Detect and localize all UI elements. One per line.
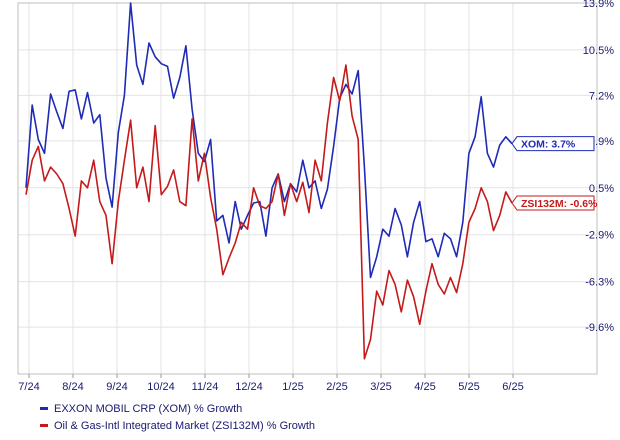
y-tick-label: 3.9% — [589, 136, 614, 148]
x-tick-label: 3/25 — [370, 381, 391, 393]
legend-label-xom: EXXON MOBIL CRP (XOM) % Growth — [54, 402, 243, 415]
y-tick-label: 13.9% — [583, 0, 614, 10]
y-tick-label: -9.6% — [585, 322, 614, 334]
y-axis: 13.9% 10.5% 7.2% 3.9% 0.5% -2.9% -6.3% -9.6% — [583, 0, 614, 334]
x-tick-label: 1/25 — [282, 381, 303, 393]
end-label-text: XOM: 3.7% — [521, 139, 576, 151]
legend-swatch-xom — [40, 407, 48, 410]
legend-item-zsi132m: Oil & Gas-Intl Integrated Market (ZSI132… — [40, 417, 315, 434]
series-group — [25, 2, 513, 360]
x-tick-label: 5/25 — [458, 381, 479, 393]
x-tick-label: 10/24 — [147, 381, 175, 393]
legend: EXXON MOBIL CRP (XOM) % Growth Oil & Gas… — [40, 400, 315, 434]
x-tick-label: 9/24 — [106, 381, 127, 393]
end-label-box — [511, 136, 595, 152]
y-tick-label: 0.5% — [589, 183, 614, 195]
x-tick-label: 12/24 — [235, 381, 263, 393]
y-tick-label: -2.9% — [585, 230, 614, 242]
end-label-xom: XOM: 3.7% — [511, 136, 595, 152]
series-line-zsi132m — [25, 64, 513, 360]
legend-swatch-zsi132m — [40, 424, 48, 427]
x-axis: 7/24 8/24 9/24 10/24 11/24 12/24 1/25 2/25 3/25 4… — [18, 374, 524, 393]
y-tick-label: 7.2% — [589, 90, 614, 102]
plot-frame — [17, 2, 598, 375]
legend-item-xom: EXXON MOBIL CRP (XOM) % Growth — [40, 400, 315, 417]
x-tick-label: 2/25 — [326, 381, 347, 393]
x-tick-label: 11/24 — [192, 381, 219, 393]
x-tick-label: 6/25 — [502, 381, 523, 393]
end-label-box — [511, 195, 595, 211]
x-tick-label: 7/24 — [18, 381, 39, 393]
x-tick-label: 8/24 — [62, 381, 83, 393]
x-tick-label: 4/25 — [414, 381, 435, 393]
end-label-zsi132m: ZSI132M: -0.6% — [511, 195, 598, 211]
y-tick-label: -6.3% — [585, 277, 614, 289]
series-line-xom — [25, 2, 513, 279]
end-labels: XOM: 3.7% ZSI132M: -0.6% — [511, 136, 598, 211]
y-tick-label: 10.5% — [583, 45, 614, 57]
legend-label-zsi132m: Oil & Gas-Intl Integrated Market (ZSI132… — [54, 419, 316, 432]
end-label-text: ZSI132M: -0.6% — [521, 198, 598, 210]
